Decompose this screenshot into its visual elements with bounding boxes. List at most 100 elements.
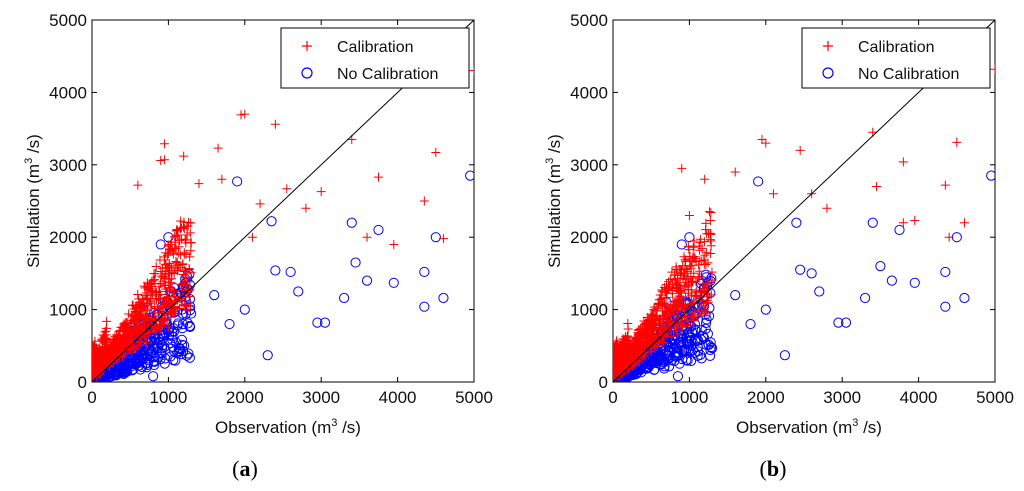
calibration-point (672, 318, 682, 328)
no-calibration-point (677, 346, 688, 357)
no-calibration-point (654, 358, 666, 370)
calibration-point (898, 157, 908, 167)
calibration-point (657, 293, 667, 303)
calibration-point (431, 147, 441, 157)
calibration-point (148, 325, 158, 335)
calibration-point (157, 321, 167, 331)
calibration-point (700, 304, 710, 314)
calibration-point (702, 248, 712, 258)
no-calibration-point (795, 264, 806, 275)
no-calibration-point (700, 323, 711, 334)
calibration-point (125, 335, 135, 345)
calibration-point (613, 358, 618, 368)
no-calibration-point (178, 282, 189, 293)
calibration-point (168, 305, 178, 315)
calibration-point (176, 280, 186, 290)
calibration-point (236, 110, 246, 120)
calibration-point (680, 269, 690, 279)
calibration-point (706, 249, 716, 259)
calibration-point (651, 306, 661, 316)
y-tick-label: 2000 (570, 228, 608, 247)
calibration-point (156, 278, 166, 288)
calibration-point (706, 208, 716, 218)
calibration-point (674, 302, 684, 312)
no-calibration-point (350, 257, 361, 268)
calibration-point (134, 297, 144, 307)
no-calibration-point (465, 170, 474, 181)
no-calibration-point (745, 318, 756, 330)
y-tick-label: 2000 (49, 228, 87, 247)
legend: Calibration No Calibration (280, 27, 470, 89)
calibration-point (135, 314, 145, 324)
calibration-point (175, 250, 185, 260)
legend-entry: No Calibration (337, 66, 438, 83)
calibration-point (704, 207, 714, 217)
calibration-point (133, 180, 143, 190)
calibration-point (98, 347, 108, 357)
calibration-point (730, 167, 740, 177)
calibration-point (706, 290, 716, 300)
y-tick-label: 0 (599, 373, 608, 392)
calibration-point (176, 223, 186, 233)
calibration-point (255, 199, 265, 209)
calibration-point (151, 295, 161, 305)
calibration-point (696, 234, 706, 244)
no-calibration-point (867, 217, 878, 228)
x-tick-label: 3000 (823, 388, 861, 407)
calibration-point (180, 265, 190, 275)
calibration-point (688, 277, 698, 287)
calibration-point (374, 172, 383, 182)
calibration-point (178, 285, 188, 295)
calibration-point (167, 246, 177, 256)
calibration-point (92, 349, 98, 359)
calibration-point (959, 218, 969, 228)
calibration-point (183, 277, 193, 287)
calibration-point (703, 258, 713, 268)
no-calibration-point (430, 232, 441, 243)
calibration-point (107, 341, 117, 351)
calibration-point (137, 323, 147, 333)
calibration-point (137, 303, 147, 313)
calibration-point (159, 299, 169, 309)
calibration-point (648, 313, 658, 323)
no-calibration-point (224, 318, 235, 330)
calibration-point (95, 361, 105, 371)
no-calibration-point (661, 348, 672, 359)
no-calibration-point (319, 317, 331, 328)
calibration-point (176, 234, 186, 244)
x-axis-label: Observation (m3 /s) (215, 417, 361, 437)
no-calibration-point (676, 239, 687, 250)
no-calibration-point (149, 356, 160, 367)
calibration-point (128, 315, 138, 325)
no-calibration-point (627, 369, 638, 381)
legend-box (801, 27, 991, 89)
calibration-point (153, 294, 163, 304)
no-calibration-point (209, 290, 220, 301)
calibration-point (146, 282, 156, 292)
calibration-point (105, 355, 115, 365)
no-calibration-point (293, 286, 304, 297)
calibration-point (657, 285, 667, 295)
calibration-point (631, 334, 641, 344)
calibration-point (162, 250, 172, 260)
no-calibration-point (670, 338, 681, 349)
calibration-point (182, 230, 192, 240)
calibration-point (613, 366, 621, 376)
no-calibration-point (909, 277, 920, 288)
calibration-point (141, 288, 151, 298)
calibration-point (99, 360, 109, 370)
calibration-point (643, 317, 653, 327)
calibration-point (697, 256, 707, 266)
no-calibration-point (696, 334, 707, 345)
no-calibration-point (419, 266, 430, 278)
no-calibration-point (791, 217, 802, 228)
calibration-point (98, 335, 108, 345)
calibration-point (126, 345, 136, 355)
panel-label: (b) (760, 456, 787, 481)
calibration-point (655, 338, 665, 348)
calibration-point (114, 346, 124, 356)
calibration-point (127, 310, 137, 320)
calibration-point (667, 289, 677, 299)
no-calibration-point (361, 275, 373, 286)
calibration-point (613, 358, 620, 368)
